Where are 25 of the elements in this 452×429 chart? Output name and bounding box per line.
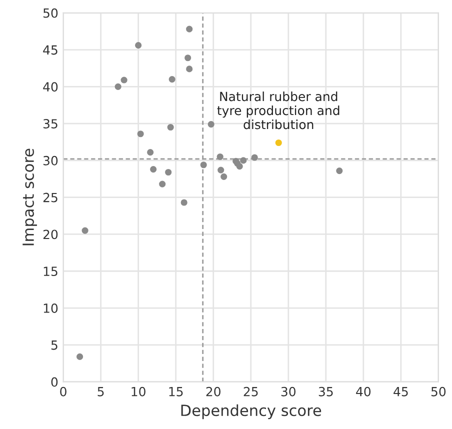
x-tick-label: 35 bbox=[318, 386, 333, 396]
y-axis-title: Impact score bbox=[22, 148, 37, 246]
x-tick-label: 30 bbox=[281, 386, 296, 396]
x-tick-label: 20 bbox=[206, 386, 220, 396]
x-tick-label: 0 bbox=[60, 386, 66, 396]
x-tick-label: 45 bbox=[394, 387, 408, 396]
y-tick-label: 5 bbox=[51, 340, 58, 350]
annotation: Natural rubber and tyre production and distribution bbox=[217, 92, 340, 130]
y-tick-label: 0 bbox=[51, 377, 58, 387]
y-tick-label: 45 bbox=[43, 45, 58, 55]
y-tick-label: 30 bbox=[43, 156, 58, 166]
x-tick-label: 50 bbox=[431, 386, 446, 396]
y-tick-label: 50 bbox=[43, 8, 58, 18]
y-tick-label: 10 bbox=[44, 303, 58, 313]
y-tick-label: 35 bbox=[43, 119, 58, 128]
y-tick-label: 20 bbox=[43, 230, 58, 240]
y-tick-label: 15 bbox=[44, 266, 58, 276]
x-tick-label: 40 bbox=[356, 386, 371, 396]
y-tick-label: 25 bbox=[43, 192, 58, 202]
x-tick-label: 15 bbox=[169, 387, 183, 396]
x-tick-label: 10 bbox=[132, 386, 146, 396]
y-tick-label: 40 bbox=[43, 82, 58, 92]
x-tick-label: 25 bbox=[244, 386, 258, 396]
x-tick-label: 5 bbox=[98, 387, 104, 396]
x-axis-title: Dependency score bbox=[181, 404, 322, 420]
